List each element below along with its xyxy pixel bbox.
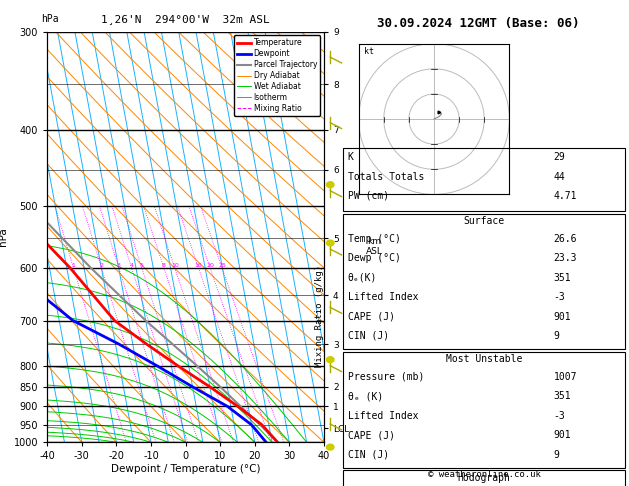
Text: -3: -3 (554, 411, 565, 421)
Text: Lifted Index: Lifted Index (348, 292, 418, 302)
Text: 23.3: 23.3 (554, 253, 577, 263)
Text: Lifted Index: Lifted Index (348, 411, 418, 421)
Text: 10: 10 (171, 263, 179, 268)
Text: kt: kt (364, 47, 374, 56)
Text: 351: 351 (554, 273, 571, 283)
Text: 2: 2 (99, 263, 104, 268)
Text: Surface: Surface (463, 216, 504, 226)
Text: CAPE (J): CAPE (J) (348, 312, 395, 322)
Text: θₑ(K): θₑ(K) (348, 273, 377, 283)
Text: 20: 20 (206, 263, 214, 268)
Text: Dewp (°C): Dewp (°C) (348, 253, 401, 263)
Text: 8: 8 (162, 263, 166, 268)
Text: 9: 9 (554, 450, 559, 460)
Text: 1¸26'N  294°00'W  32m ASL: 1¸26'N 294°00'W 32m ASL (101, 14, 270, 24)
Text: hPa: hPa (41, 14, 58, 24)
Text: Hodograph: Hodograph (457, 473, 510, 483)
Text: 9: 9 (554, 331, 559, 341)
Text: 26.6: 26.6 (554, 234, 577, 244)
Text: Pressure (mb): Pressure (mb) (348, 372, 424, 382)
Text: CIN (J): CIN (J) (348, 331, 389, 341)
Text: PW (cm): PW (cm) (348, 191, 389, 201)
Text: 4: 4 (130, 263, 133, 268)
Y-axis label: hPa: hPa (0, 227, 8, 246)
Text: 4.71: 4.71 (554, 191, 577, 201)
X-axis label: Dewpoint / Temperature (°C): Dewpoint / Temperature (°C) (111, 464, 260, 474)
Text: -3: -3 (554, 292, 565, 302)
Text: Temp (°C): Temp (°C) (348, 234, 401, 244)
Text: 901: 901 (554, 430, 571, 440)
Text: 44: 44 (554, 172, 565, 182)
Text: 351: 351 (554, 391, 571, 401)
Text: Totals Totals: Totals Totals (348, 172, 424, 182)
Text: Mixing Ratio (g/kg): Mixing Ratio (g/kg) (315, 265, 324, 367)
Text: 5: 5 (140, 263, 143, 268)
Text: K: K (348, 152, 353, 162)
Text: © weatheronline.co.uk: © weatheronline.co.uk (428, 469, 541, 479)
Text: 29: 29 (554, 152, 565, 162)
Text: 30.09.2024 12GMT (Base: 06): 30.09.2024 12GMT (Base: 06) (377, 17, 579, 30)
Text: CAPE (J): CAPE (J) (348, 430, 395, 440)
Text: 3: 3 (117, 263, 121, 268)
Legend: Temperature, Dewpoint, Parcel Trajectory, Dry Adiabat, Wet Adiabat, Isotherm, Mi: Temperature, Dewpoint, Parcel Trajectory… (234, 35, 320, 116)
Text: 1: 1 (72, 263, 75, 268)
Y-axis label: km
ASL: km ASL (366, 237, 382, 256)
Text: θₑ (K): θₑ (K) (348, 391, 383, 401)
Text: CIN (J): CIN (J) (348, 450, 389, 460)
Text: 1007: 1007 (554, 372, 577, 382)
Text: 25: 25 (218, 263, 226, 268)
Text: 16: 16 (194, 263, 203, 268)
Text: 901: 901 (554, 312, 571, 322)
Text: Most Unstable: Most Unstable (445, 354, 522, 364)
